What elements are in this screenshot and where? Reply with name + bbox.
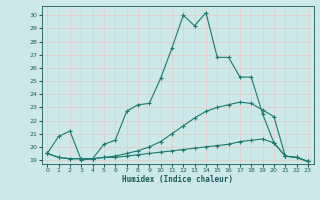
X-axis label: Humidex (Indice chaleur): Humidex (Indice chaleur) <box>122 175 233 184</box>
